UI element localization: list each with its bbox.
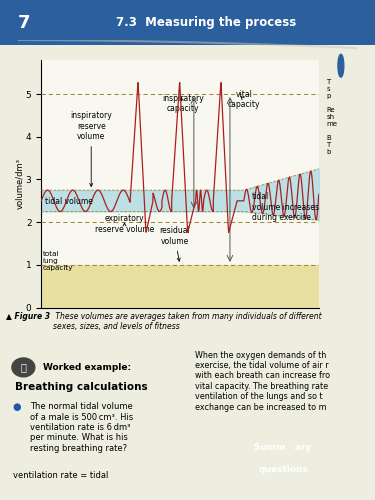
Text: tidal
volume increases
during exercise: tidal volume increases during exercise — [252, 192, 319, 222]
Text: When the oxygen demands of th
exercise, the tidal volume of air r
with each brea: When the oxygen demands of th exercise, … — [195, 350, 330, 412]
Circle shape — [338, 54, 344, 77]
Bar — [41, 265, 319, 308]
Text: questions: questions — [258, 465, 308, 474]
Text: total
lung
capacity: total lung capacity — [43, 250, 73, 270]
Text: residual
volume: residual volume — [159, 226, 190, 261]
Text: ventilation rate = tidal: ventilation rate = tidal — [13, 472, 108, 480]
Text: inspiratory
capacity: inspiratory capacity — [162, 94, 204, 114]
Text: ●: ● — [13, 402, 21, 412]
Text: Worked example:: Worked example: — [43, 363, 131, 372]
Text: The normal tidal volume
of a male is 500 cm³. His
ventilation rate is 6 dm³
per : The normal tidal volume of a male is 500… — [30, 402, 134, 453]
Text: Breathing calculations: Breathing calculations — [15, 382, 147, 392]
Bar — [49, 0, 375, 45]
Text: vital
capacity: vital capacity — [228, 90, 260, 109]
Text: ▲ Figure 3: ▲ Figure 3 — [6, 312, 50, 321]
Bar — [0, 0, 49, 45]
Y-axis label: volume/dm³: volume/dm³ — [15, 158, 24, 209]
Circle shape — [12, 358, 35, 377]
Text: 7: 7 — [18, 14, 31, 32]
Text: T
s
p

Re
sh
me

B
T
b: T s p Re sh me B T b — [326, 79, 337, 155]
Text: ⌸: ⌸ — [20, 362, 26, 372]
Text: inspiratory
reserve
volume: inspiratory reserve volume — [70, 112, 112, 186]
Text: tidal volume: tidal volume — [45, 196, 93, 205]
Text: Summ ary: Summ ary — [255, 444, 312, 452]
Text: expiratory
reserve volume: expiratory reserve volume — [95, 214, 154, 234]
Text: These volumes are averages taken from many individuals of different
sexes, sizes: These volumes are averages taken from ma… — [53, 312, 321, 332]
Text: 7.3  Measuring the process: 7.3 Measuring the process — [116, 16, 296, 29]
